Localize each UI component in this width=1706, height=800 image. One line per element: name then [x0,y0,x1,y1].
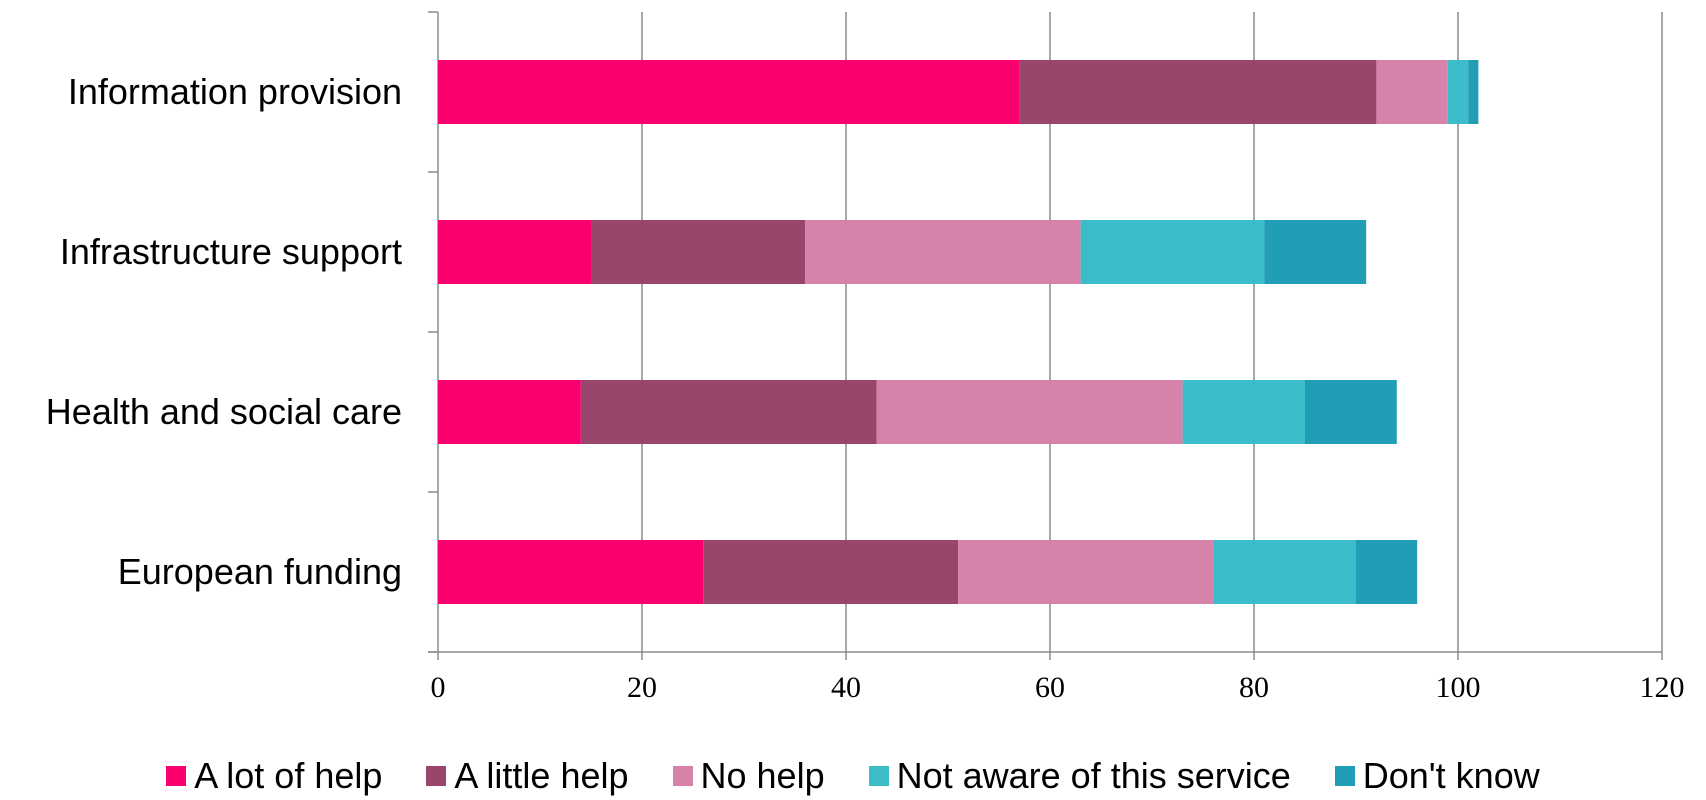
bar-segment-not-aware-of-this-service-infrastructure-support [1080,220,1265,284]
category-label: European funding [118,551,402,592]
chart-canvas: 0 20 40 60 80 100 120 Information provision Infr… [46,11,1685,704]
x-tick-label: 20 [627,671,657,704]
bar-segment-no-help-health-and-social-care [876,380,1183,444]
bar-segment-a-lot-of-help-european-funding [438,540,704,604]
legend-item-a-little-help: A little help [426,755,629,797]
bar-segment-no-help-european-funding [958,540,1214,604]
legend-label: A little help [454,755,629,796]
bar-segment-a-lot-of-help-information-provision [438,60,1020,124]
category-label: Infrastructure support [60,231,402,272]
bar-segment-a-little-help-information-provision [1019,60,1377,124]
legend-item-don-t-know: Don't know [1334,755,1540,797]
legend-label: Not aware of this service [896,755,1291,796]
bar-segment-don-t-know-infrastructure-support [1264,220,1367,284]
x-tick-label: 120 [1640,671,1685,704]
legend-swatch [672,766,693,786]
bar-segment-a-little-help-european-funding [703,540,959,604]
bar-segment-a-little-help-infrastructure-support [591,220,806,284]
x-tick-label: 40 [831,671,861,704]
legend-swatch [166,766,187,786]
legend-label: A lot of help [194,755,383,796]
bar-segment-no-help-infrastructure-support [805,220,1081,284]
bar-segment-don-t-know-information-provision [1468,60,1479,124]
bar-segment-a-lot-of-help-health-and-social-care [438,380,581,444]
legend-swatch [1334,766,1355,786]
legend-item-a-lot-of-help: A lot of help [166,755,382,797]
bar-segment-not-aware-of-this-service-european-funding [1213,540,1356,604]
legend-item-no-help: No help [672,755,825,797]
bar-segment-a-lot-of-help-infrastructure-support [438,220,591,284]
legend-swatch [426,766,447,786]
legend-label: Don't know [1362,755,1540,796]
category-label: Information provision [68,71,402,112]
legend-item-not-aware-of-this-service: Not aware of this service [868,755,1291,797]
bar-segment-don-t-know-health-and-social-care [1305,380,1397,444]
x-tick-label: 100 [1436,671,1481,704]
legend-label: No help [700,755,825,796]
x-tick-label: 60 [1035,671,1065,704]
bar-segment-not-aware-of-this-service-health-and-social-care [1182,380,1305,444]
x-tick-label: 80 [1239,671,1269,704]
bar-segment-don-t-know-european-funding [1356,540,1418,604]
bar-segment-a-little-help-health-and-social-care [580,380,877,444]
chart-legend: A lot of help A little help No help Not awa… [0,752,1706,800]
category-label: Health and social care [46,391,402,432]
bar-segment-no-help-information-provision [1376,60,1448,124]
bar-segment-not-aware-of-this-service-information-provision [1447,60,1469,124]
x-tick-label: 0 [431,671,446,704]
legend-swatch [868,766,889,786]
